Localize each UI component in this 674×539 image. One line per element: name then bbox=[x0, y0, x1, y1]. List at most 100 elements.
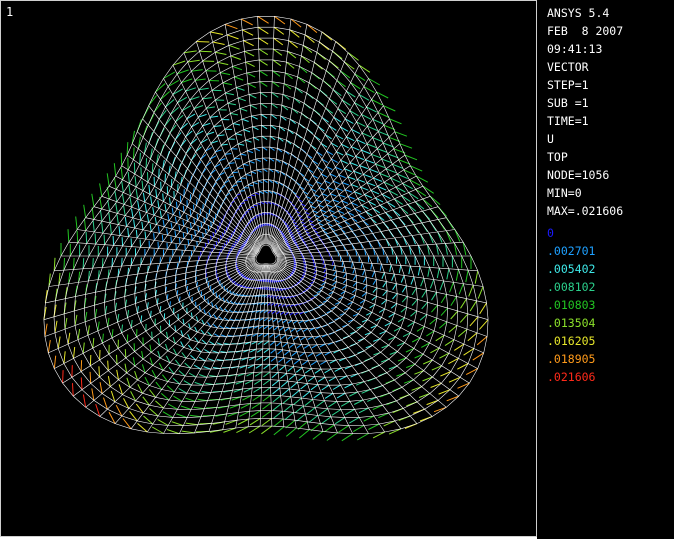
mesh-line bbox=[374, 271, 377, 280]
mesh-line bbox=[214, 245, 218, 249]
mesh-line bbox=[275, 203, 279, 206]
vector-arrow bbox=[275, 287, 280, 292]
vector-arrow bbox=[373, 177, 383, 182]
mesh-line bbox=[279, 126, 289, 130]
vector-arrow bbox=[271, 364, 278, 370]
mesh-line bbox=[138, 201, 146, 210]
mesh-line bbox=[342, 261, 346, 268]
mesh-line bbox=[235, 284, 239, 287]
mesh-line bbox=[82, 255, 90, 269]
mesh-line bbox=[187, 50, 200, 63]
mesh-line bbox=[64, 329, 69, 345]
vector-arrow bbox=[213, 125, 222, 128]
mesh-line bbox=[268, 31, 323, 245]
mesh-line bbox=[400, 265, 405, 276]
mesh-line bbox=[155, 91, 261, 248]
mesh-line bbox=[288, 380, 298, 383]
mesh-line bbox=[67, 343, 74, 359]
mesh-line bbox=[160, 332, 168, 339]
vector-arrow bbox=[200, 138, 208, 144]
vector-arrow bbox=[106, 173, 110, 187]
vector-arrow bbox=[297, 76, 306, 84]
mesh-line bbox=[126, 372, 138, 381]
vector-arrow bbox=[304, 399, 313, 407]
vector-arrow bbox=[323, 273, 327, 278]
vector-arrow bbox=[265, 286, 270, 291]
info-line-plot-type: VECTOR bbox=[547, 60, 589, 74]
mesh-line bbox=[321, 193, 325, 200]
vector-arrow bbox=[351, 202, 359, 207]
vector-arrow bbox=[243, 129, 251, 133]
vector-arrow bbox=[306, 407, 316, 415]
mesh-line bbox=[101, 198, 110, 210]
mesh-line bbox=[308, 249, 312, 254]
mesh-line bbox=[393, 148, 399, 160]
mesh-line bbox=[236, 83, 248, 88]
vector-arrow bbox=[223, 317, 229, 322]
mesh-line bbox=[314, 62, 327, 71]
mesh-line bbox=[160, 86, 169, 100]
mesh-line bbox=[195, 359, 206, 362]
mesh-line bbox=[344, 61, 356, 75]
mesh-line bbox=[104, 234, 112, 245]
vector-arrow bbox=[349, 110, 359, 117]
vector-arrow bbox=[257, 180, 263, 184]
mesh-line bbox=[279, 231, 282, 234]
mesh-line bbox=[125, 246, 132, 257]
graphics-viewport[interactable]: 1 bbox=[0, 0, 537, 537]
mesh-line bbox=[386, 255, 392, 265]
vector-arrow bbox=[414, 353, 424, 359]
vector-arrow bbox=[146, 214, 150, 223]
vector-arrow bbox=[465, 270, 469, 283]
mesh-line bbox=[177, 184, 182, 192]
vector-arrow bbox=[182, 205, 185, 213]
info-line-max: MAX=.021606 bbox=[547, 204, 624, 218]
vector-arrow bbox=[121, 181, 124, 193]
vector-arrow bbox=[211, 302, 214, 308]
vector-arrow bbox=[261, 135, 268, 140]
mesh-line bbox=[340, 215, 345, 222]
vector-arrow bbox=[347, 301, 353, 306]
vector-arrow bbox=[360, 262, 363, 269]
mesh-line bbox=[278, 372, 287, 374]
info-panel: ANSYS 5.4 FEB 8 2007 09:41:13 VECTOR STE… bbox=[537, 0, 674, 539]
mesh-line bbox=[134, 293, 136, 304]
vector-arrow bbox=[421, 342, 430, 348]
mesh-line bbox=[367, 226, 373, 234]
vector-arrow bbox=[157, 200, 160, 209]
mesh-line bbox=[280, 233, 283, 236]
vector-arrow bbox=[331, 409, 342, 416]
vector-arrow bbox=[414, 201, 425, 210]
mesh-line bbox=[242, 160, 250, 165]
mesh-line bbox=[301, 253, 304, 257]
vector-arrow bbox=[417, 266, 421, 276]
mesh-line bbox=[296, 293, 301, 296]
vector-arrow bbox=[272, 295, 277, 299]
mesh-line bbox=[280, 218, 284, 222]
vector-arrow bbox=[352, 268, 356, 274]
mesh-line bbox=[315, 316, 321, 320]
mesh-line bbox=[288, 164, 295, 169]
mesh-line bbox=[314, 215, 317, 220]
mesh-line bbox=[345, 391, 358, 394]
vector-arrow bbox=[166, 429, 180, 435]
mesh-line bbox=[287, 228, 289, 232]
vector-arrow bbox=[309, 327, 315, 331]
vector-arrow bbox=[256, 169, 262, 173]
mesh-line bbox=[192, 317, 199, 322]
vector-arrow bbox=[80, 360, 83, 372]
mesh-line bbox=[223, 216, 226, 221]
vector-arrow bbox=[318, 204, 324, 208]
mesh-line bbox=[395, 186, 402, 196]
mesh-line bbox=[456, 310, 459, 326]
vector-arrow bbox=[372, 137, 383, 143]
mesh-line bbox=[437, 219, 447, 231]
vector-arrow bbox=[280, 115, 287, 121]
mesh-line bbox=[288, 129, 297, 134]
vector-arrow bbox=[346, 136, 355, 142]
mesh-line bbox=[208, 209, 212, 215]
mesh-line bbox=[271, 410, 283, 412]
mesh-line bbox=[193, 205, 197, 212]
mesh-line bbox=[377, 240, 383, 248]
mesh-line bbox=[197, 214, 201, 220]
